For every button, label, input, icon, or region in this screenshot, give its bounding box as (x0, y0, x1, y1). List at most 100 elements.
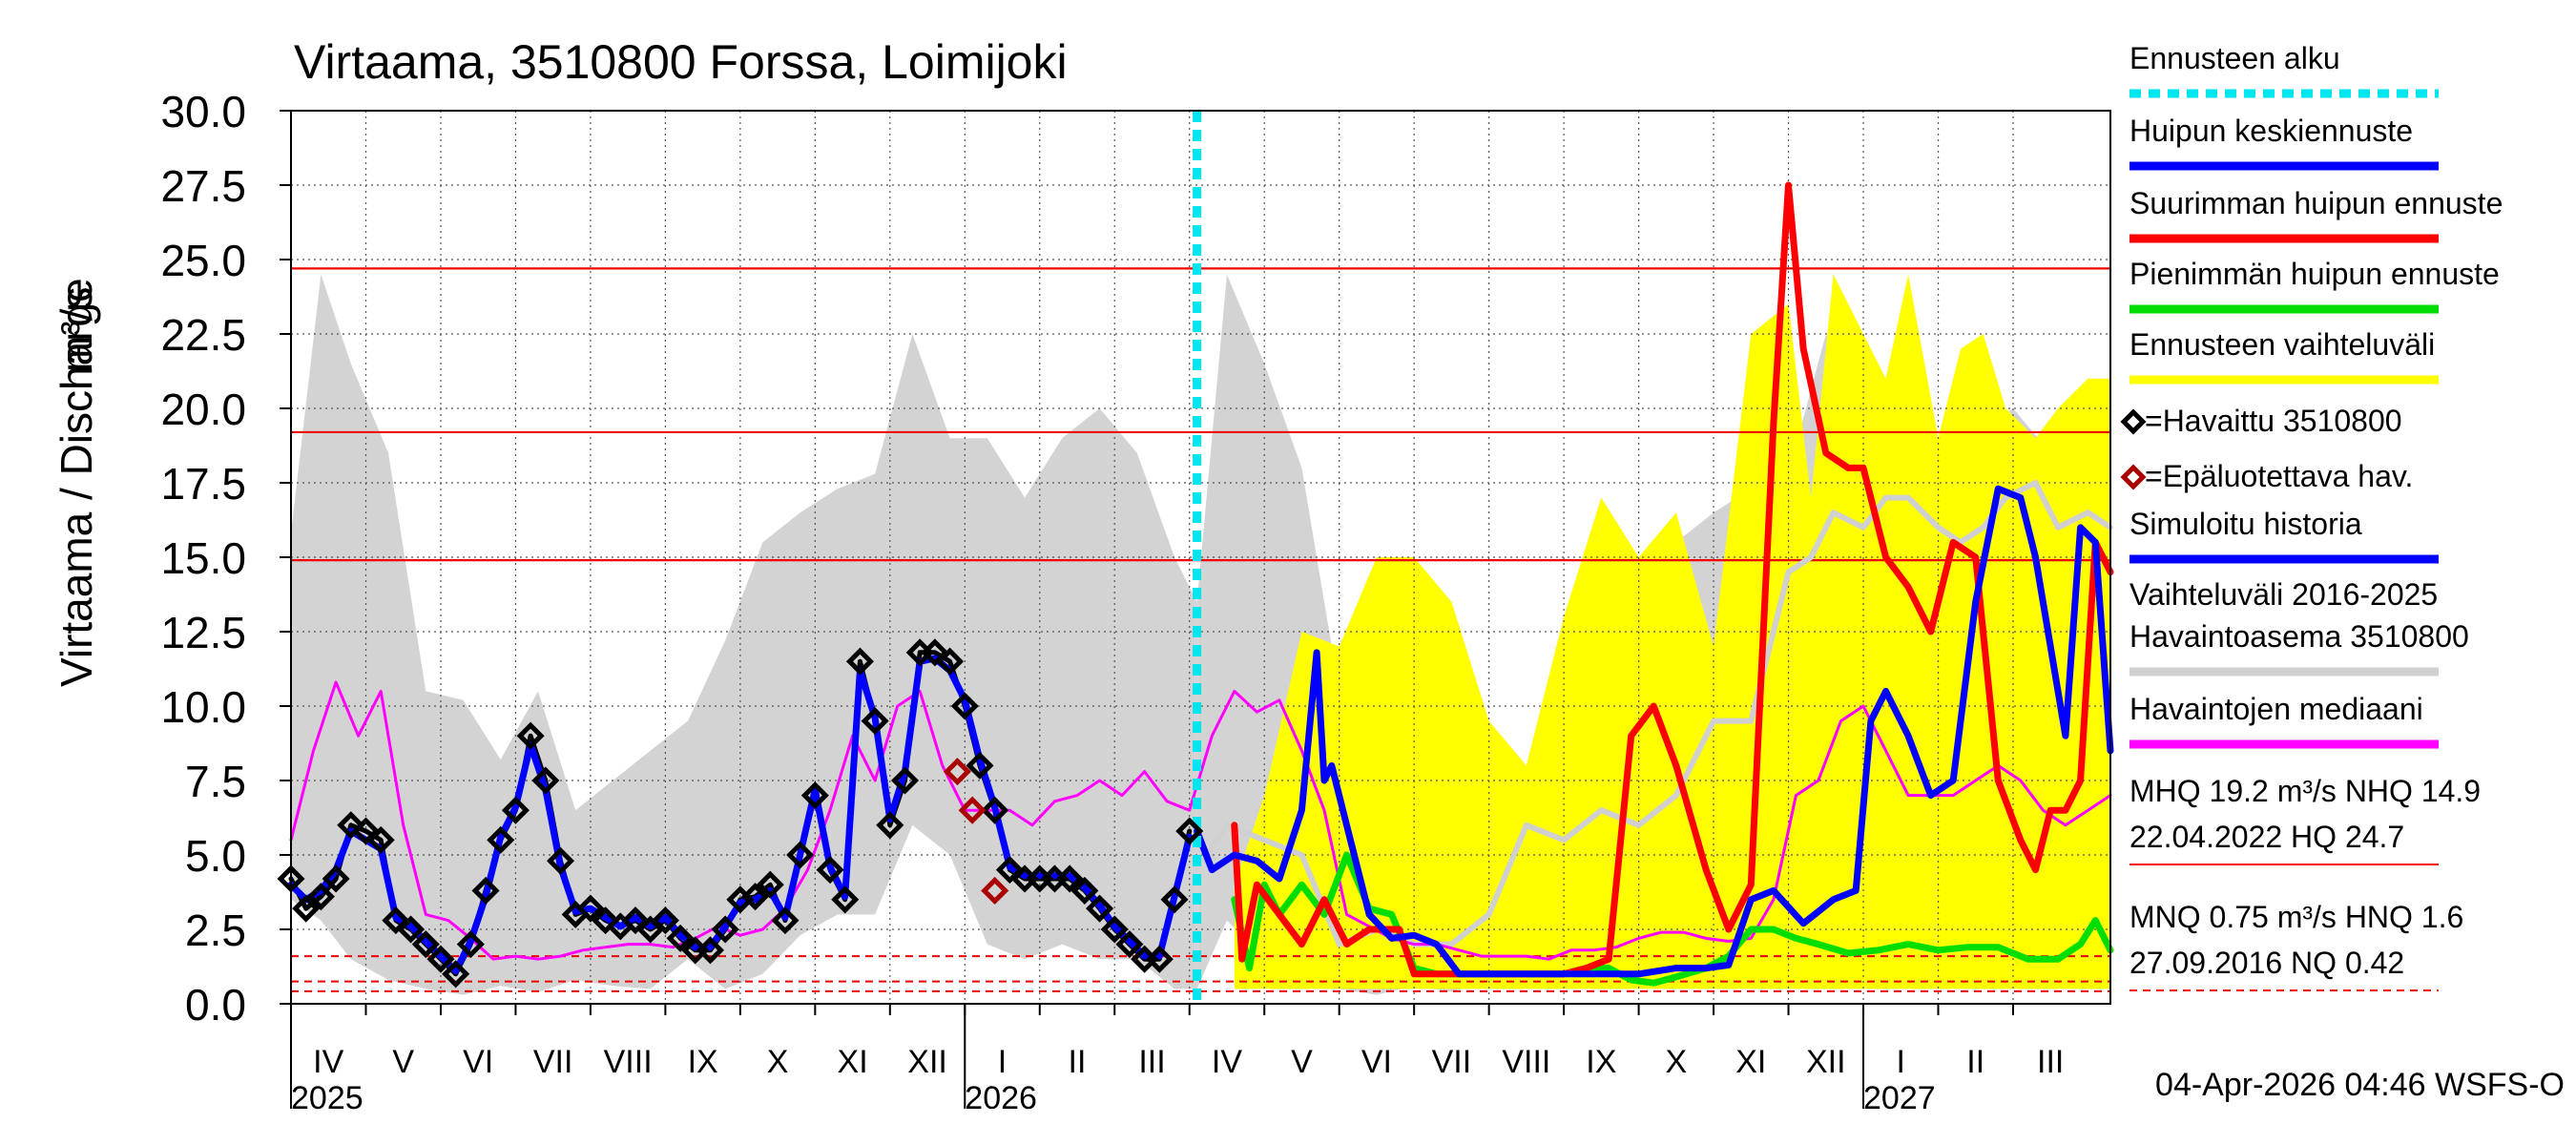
stat-line: 22.04.2022 HQ 24.7 (2129, 820, 2404, 854)
observed-point (337, 811, 365, 840)
series-lines (287, 111, 2114, 1004)
month-label: VI (463, 1044, 493, 1080)
observed-point (1100, 915, 1129, 944)
observed-point (487, 825, 515, 854)
observed-point (351, 817, 381, 845)
unreliable-point (981, 876, 1009, 905)
observed-point (1145, 945, 1174, 973)
legend-label: Pienimmän huipun ennuste (2129, 257, 2500, 291)
observed-point (800, 781, 829, 810)
month-label: XII (907, 1044, 947, 1080)
x-tick-labels: IV V VI VII VIII IX X XI XII I II III IV V VI VII VIII IX… (290, 1004, 2064, 1116)
observed-point (426, 945, 455, 973)
observed-point (921, 638, 949, 667)
y-tick-label: 30.0 (160, 87, 246, 136)
observed-point (306, 883, 335, 911)
series-simuloitu-historia (287, 655, 1194, 975)
observed-point (936, 647, 965, 676)
year-label: 2026 (965, 1080, 1037, 1116)
observed-point (651, 906, 679, 935)
observed-point (845, 647, 874, 676)
observed-point (1086, 894, 1114, 923)
stat-line: MHQ 19.2 m³/s NHQ 14.9 (2129, 774, 2481, 808)
observed-point (696, 936, 725, 965)
observed-point (397, 915, 426, 944)
series-suurimman-huipun-ennuste (1231, 181, 2114, 978)
observed-point (816, 856, 844, 885)
observed-point (366, 825, 395, 854)
observed-point (382, 906, 410, 935)
month-label: I (998, 1044, 1007, 1080)
observed-point (621, 906, 650, 935)
month-label: X (1665, 1044, 1687, 1080)
observed-point (966, 751, 994, 780)
month-label: X (767, 1044, 789, 1080)
observed-point (950, 692, 979, 720)
month-label: VII (1432, 1044, 1472, 1080)
series-pienimmän-huipun-ennuste (1231, 851, 2114, 987)
month-label: VIII (604, 1044, 653, 1080)
y-tick-label: 10.0 (160, 682, 246, 732)
y-tick-labels: 0.0 2.5 5.0 7.5 10.0 12.5 15.0 17.5 20.0 22.5 25.0… (160, 87, 291, 1030)
observed-point (322, 864, 350, 893)
month-label: XII (1806, 1044, 1846, 1080)
legend-label: Havaintojen mediaani (2129, 692, 2423, 726)
observed-point (1115, 930, 1144, 959)
grid (291, 110, 2110, 1005)
legend-label: =Epäluotettava hav. (2145, 459, 2413, 493)
y-tick-label: 5.0 (185, 831, 246, 881)
observed-point (1160, 885, 1189, 914)
observed-point (890, 766, 920, 795)
y-tick-label: 0.0 (185, 980, 246, 1030)
observed-point (516, 721, 545, 750)
legend: Ennusteen alku Huipun keskiennuste Suurimm… (2120, 41, 2503, 749)
month-label: V (1291, 1044, 1313, 1080)
y-tick-label: 7.5 (185, 757, 246, 806)
y-tick-label: 25.0 (160, 236, 246, 285)
month-label: VIII (1502, 1044, 1550, 1080)
footer-timestamp: 04-Apr-2026 04:46 WSFS-O (2155, 1067, 2565, 1103)
observed-point (1055, 864, 1084, 893)
observed-point (546, 846, 575, 875)
observed-point (786, 841, 815, 869)
month-label: XI (1735, 1044, 1766, 1080)
observed-point (756, 870, 784, 899)
observed-point (831, 885, 860, 914)
month-label: IV (313, 1044, 343, 1080)
month-label: I (1897, 1044, 1905, 1080)
y-tick-label: 17.5 (160, 459, 246, 509)
month-label: IV (1212, 1044, 1242, 1080)
legend-marker (2120, 464, 2147, 490)
y-tick-label: 15.0 (160, 533, 246, 583)
y-tick-label: 20.0 (160, 385, 246, 434)
stat-line: 27.09.2016 NQ 0.42 (2129, 946, 2404, 980)
legend-label: Ennusteen alku (2129, 41, 2340, 75)
y-tick-label: 12.5 (160, 608, 246, 657)
observed-point (995, 856, 1024, 885)
legend-label: Huipun keskiennuste (2129, 114, 2413, 148)
y-axis-label: Virtaama / Discharge (52, 278, 101, 687)
observed-point (981, 796, 1009, 824)
month-label: IX (688, 1044, 718, 1080)
y-axis-unit: m³/s (52, 287, 101, 372)
observed-point (666, 924, 695, 952)
stat-line: MNQ 0.75 m³/s HNQ 1.6 (2129, 900, 2463, 934)
month-label: II (1069, 1044, 1087, 1080)
chart-title: Virtaama, 3510800 Forssa, Loimijoki (294, 35, 1068, 89)
observed-point (471, 876, 500, 905)
unreliable-point (958, 796, 987, 824)
year-label: 2027 (1863, 1080, 1936, 1116)
observed-point (411, 930, 440, 959)
series-havaintojen-mediaani (289, 680, 2112, 961)
month-label: IX (1586, 1044, 1616, 1080)
observed-point (741, 883, 770, 911)
observed-point (876, 811, 904, 840)
month-label: II (1966, 1044, 1984, 1080)
month-label: XI (838, 1044, 868, 1080)
observed-point (456, 930, 485, 959)
y-tick-label: 2.5 (185, 906, 246, 955)
observed-point (592, 906, 620, 935)
observed-point (771, 906, 800, 935)
year-label: 2025 (291, 1080, 364, 1116)
